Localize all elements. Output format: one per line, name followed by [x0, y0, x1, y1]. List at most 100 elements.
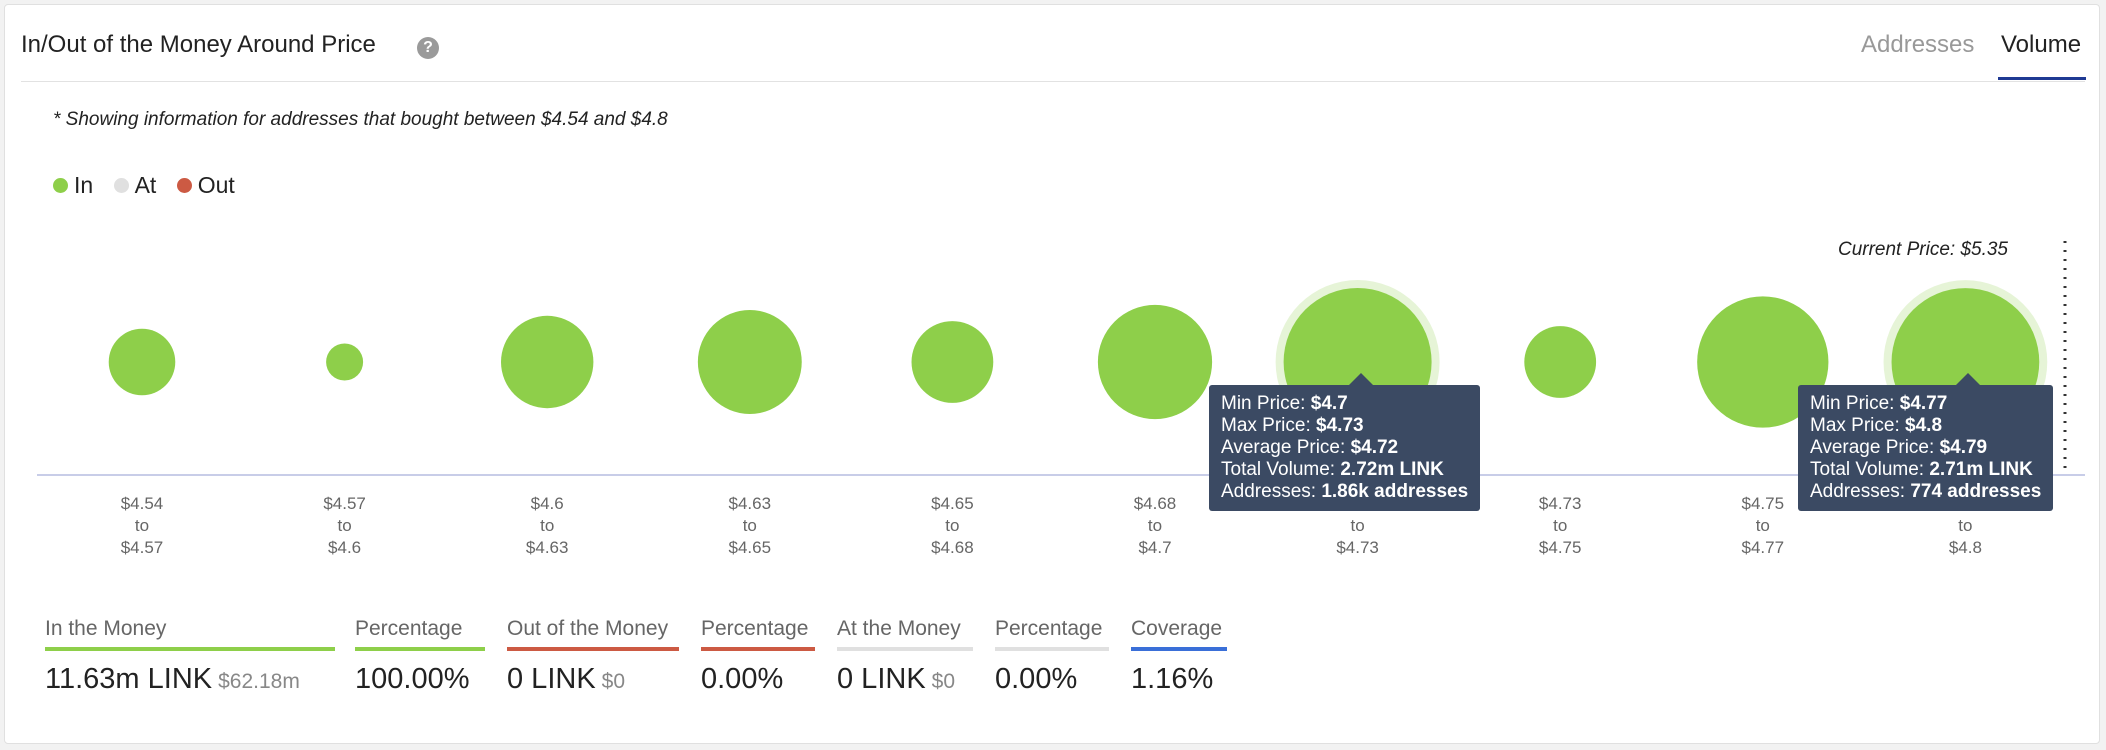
summary-in-the-money: In the Money 11.63m LINK $62.18m — [45, 617, 335, 696]
bubble-5[interactable] — [911, 321, 994, 403]
summary-label: In the Money — [45, 617, 167, 640]
summary-sub-value: $0 — [931, 670, 956, 693]
x-tick-label: $4.68 — [1134, 494, 1177, 513]
x-tick-label: $4.63 — [526, 538, 569, 557]
summary-bar — [837, 647, 973, 651]
legend-item-in[interactable]: In — [53, 172, 93, 199]
tooltip-row: Average Price: $4.79 — [1810, 437, 1988, 458]
summary-value: 0.00% — [995, 663, 1078, 695]
summary-sub-value: $62.18m — [218, 670, 300, 693]
summary-bar — [1131, 647, 1227, 651]
legend-item-at[interactable]: At — [113, 172, 157, 199]
summary-label: Percentage — [701, 617, 809, 640]
summary-bar — [355, 647, 485, 651]
x-tick-label: $4.6 — [531, 494, 564, 513]
bubble-8[interactable] — [1524, 326, 1597, 398]
tooltip-row: Max Price: $4.8 — [1810, 415, 1943, 436]
summary-value: 0.00% — [701, 663, 784, 695]
legend-item-out[interactable]: Out — [176, 172, 235, 199]
x-tick-label: $4.73 — [1539, 494, 1582, 513]
x-tick-label: $4.57 — [323, 494, 366, 513]
tooltip-row: Total Volume: 2.72m LINK — [1221, 459, 1444, 480]
summary-value: 1.16% — [1131, 663, 1214, 695]
legend-label-in: In — [74, 172, 94, 199]
legend-dot-in-icon — [53, 177, 68, 193]
summary-value: 11.63m LINK $62.18m — [45, 663, 300, 695]
summary-out-percentage: Percentage 0.00% — [701, 617, 815, 696]
legend-dot-out-icon — [176, 177, 192, 193]
bubble-4[interactable] — [697, 310, 802, 414]
legend-label-out: Out — [197, 172, 235, 199]
bubble-6[interactable] — [1097, 304, 1213, 420]
x-tick-label: to — [540, 516, 554, 535]
tooltip-row: Average Price: $4.72 — [1221, 437, 1399, 458]
summary-at-percentage: Percentage 0.00% — [995, 617, 1109, 696]
x-tick-label: $4.65 — [729, 538, 772, 557]
tab-volume[interactable]: Volume — [2001, 31, 2082, 58]
bubble-3[interactable] — [501, 315, 594, 409]
summary-bar — [507, 647, 679, 651]
summary-label: Percentage — [355, 617, 463, 640]
legend-dot-at-icon — [113, 177, 129, 193]
tooltip-bubble-10: Min Price: $4.77 Max Price: $4.8 Average… — [1798, 373, 2054, 511]
summary-bar — [995, 647, 1109, 651]
x-axis-labels: $4.54 to $4.57 $4.57 to $4.6 $4.6 to $4.63 $4.63 t… — [121, 494, 1987, 557]
bubble-chart: Current Price: $5.35 $4.54 to $4.57 $4.57 to… — [37, 239, 2085, 557]
x-tick-label: $4.54 — [121, 494, 164, 513]
x-tick-label: $4.8 — [1949, 538, 1982, 557]
page-title: In/Out of the Money Around Price — [21, 31, 376, 58]
summary-sub-value: $0 — [601, 670, 626, 693]
current-price-label: Current Price: $5.35 — [1838, 239, 2008, 260]
bubble-9[interactable] — [1697, 296, 1829, 428]
tooltip-arrow — [1956, 373, 1980, 385]
tooltip-bubble-7: Min Price: $4.7 Max Price: $4.73 Average… — [1209, 373, 1481, 511]
tab-addresses[interactable]: Addresses — [1861, 31, 1975, 58]
summary-out-of-the-money: Out of the Money 0 LINK $0 — [507, 617, 679, 696]
x-tick-label: $4.68 — [931, 538, 974, 557]
legend: In At Out — [53, 171, 249, 199]
x-tick-label: $4.7 — [1138, 538, 1171, 557]
tooltip-row: Addresses: 774 addresses — [1810, 481, 2042, 502]
x-tick-label: to — [1756, 516, 1770, 535]
summary-bar — [701, 647, 815, 651]
summary-value: 0 LINK $0 — [507, 663, 626, 695]
x-tick-label: to — [1958, 516, 1972, 535]
summary-label: Percentage — [995, 617, 1103, 640]
summary-label: Out of the Money — [507, 617, 669, 640]
tooltip-row: Min Price: $4.7 — [1221, 393, 1348, 414]
x-tick-label: $4.57 — [121, 538, 164, 557]
x-tick-label: $4.63 — [729, 494, 772, 513]
x-tick-label: $4.65 — [931, 494, 974, 513]
x-tick-label: to — [945, 516, 959, 535]
summary-coverage: Coverage 1.16% — [1131, 617, 1227, 696]
card-header: In/Out of the Money Around Price ? Addre… — [5, 5, 2099, 82]
summary-in-percentage: Percentage 100.00% — [355, 617, 485, 696]
tooltip-row: Max Price: $4.73 — [1221, 415, 1364, 436]
tooltip-row: Min Price: $4.77 — [1810, 393, 1948, 414]
summary-label: At the Money — [837, 617, 961, 640]
chart-card: In/Out of the Money Around Price ? Addre… — [4, 4, 2100, 744]
help-icon[interactable]: ? — [417, 37, 439, 59]
x-tick-label: to — [135, 516, 149, 535]
summary-value: 100.00% — [355, 663, 470, 695]
x-tick-label: $4.75 — [1539, 538, 1582, 557]
x-tick-label: to — [338, 516, 352, 535]
bubble-1[interactable] — [108, 328, 176, 396]
tooltip-row: Addresses: 1.86k addresses — [1221, 481, 1469, 502]
active-tab-indicator — [1998, 77, 2086, 80]
x-tick-label: $4.77 — [1742, 538, 1785, 557]
bubble-2[interactable] — [326, 343, 364, 381]
x-tick-label: to — [1553, 516, 1567, 535]
x-tick-label: to — [743, 516, 757, 535]
header-divider — [21, 81, 2085, 82]
x-tick-label: to — [1351, 516, 1365, 535]
x-tick-label: $4.73 — [1336, 538, 1379, 557]
x-tick-label: $4.6 — [328, 538, 361, 557]
summary-label: Coverage — [1131, 617, 1223, 640]
legend-label-at: At — [134, 172, 157, 199]
range-note: * Showing information for addresses that… — [53, 109, 668, 130]
tooltip-row: Total Volume: 2.71m LINK — [1810, 459, 2033, 480]
summary-at-the-money: At the Money 0 LINK $0 — [837, 617, 973, 696]
x-tick-label: $4.75 — [1742, 494, 1785, 513]
tooltip-arrow — [1349, 373, 1373, 385]
